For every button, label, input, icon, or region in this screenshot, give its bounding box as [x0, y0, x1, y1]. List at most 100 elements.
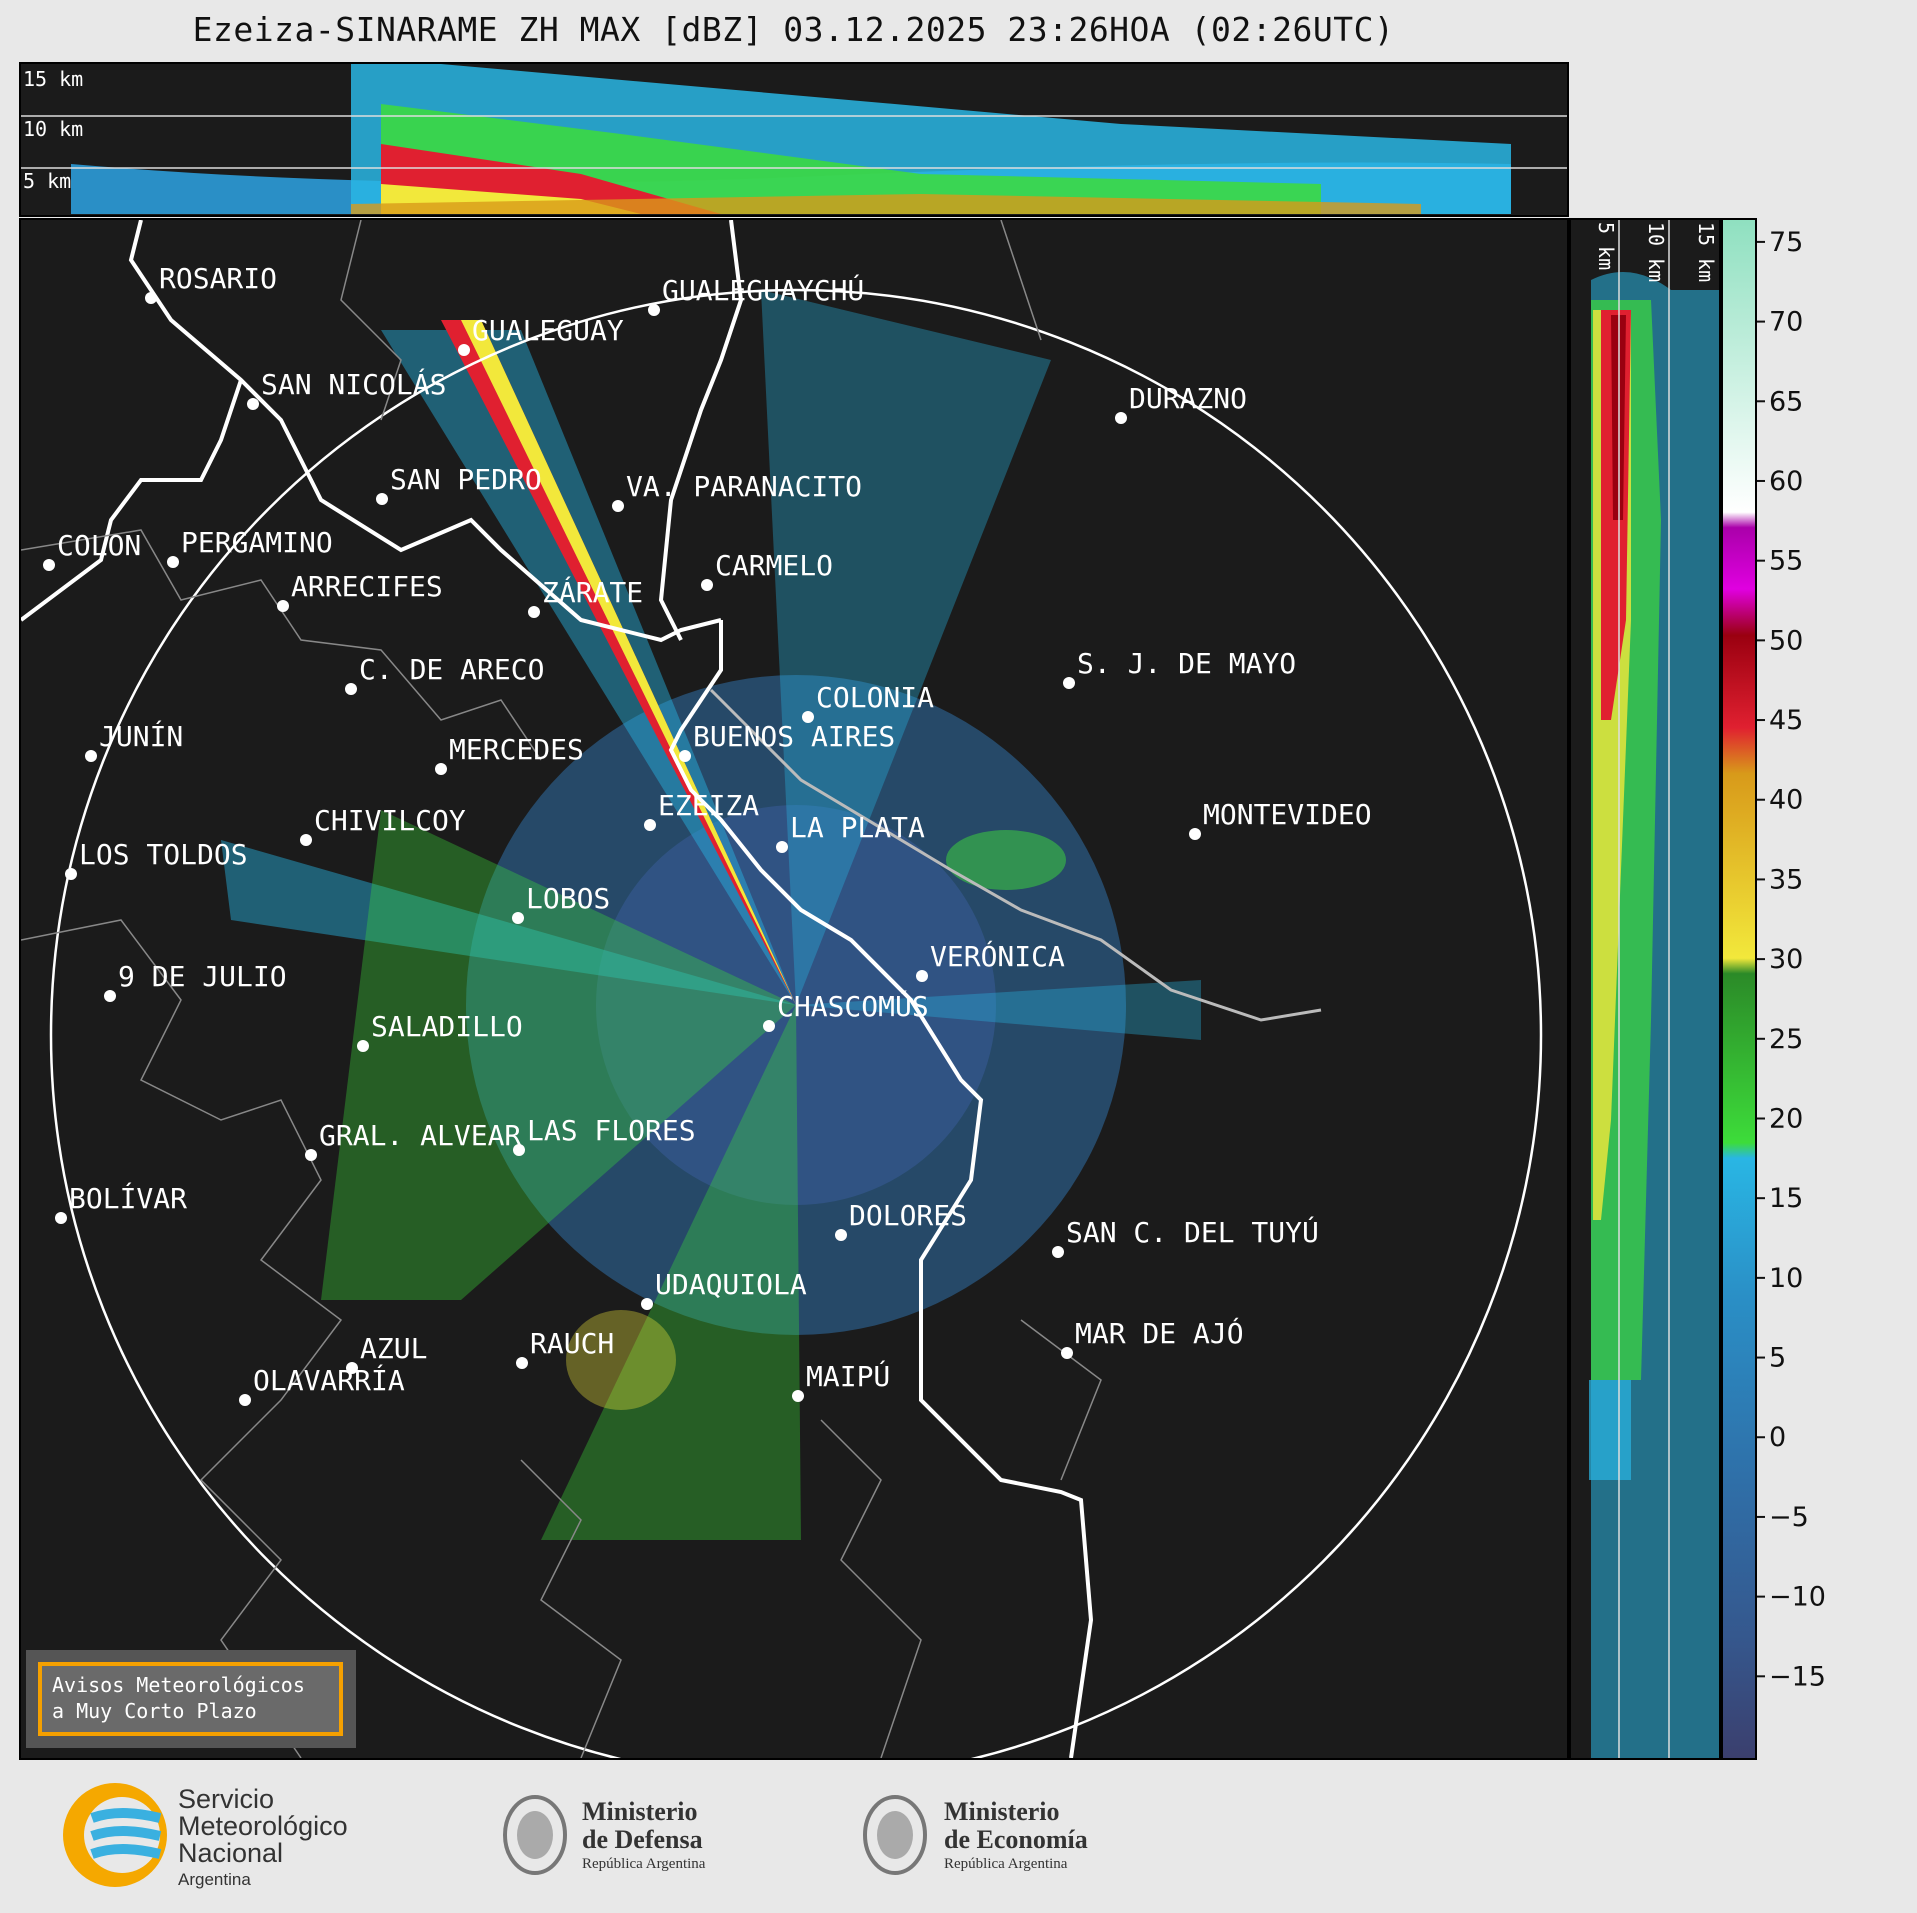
city-junin: JUNÍN [85, 719, 183, 762]
defensa-line-3: República Argentina [582, 1856, 706, 1872]
side-height-profile: 5 km 10 km 15 km [1569, 218, 1721, 1760]
radar-map[interactable]: ROSARIO GUALEGUAYCHÚ GUALEGUAY SAN NICOL… [19, 218, 1569, 1760]
colorbar-tick-label: 20 [1769, 1103, 1803, 1134]
coastline [21, 220, 1094, 1758]
city-sj-de-mayo: S. J. DE MAYO [1063, 647, 1296, 689]
city-pergamino: PERGAMINO [167, 526, 333, 568]
svg-text:PERGAMINO: PERGAMINO [181, 526, 333, 559]
colorbar-tick-label: 75 [1769, 227, 1803, 258]
colorbar-gradient [1723, 220, 1755, 1758]
colorbar-tick-label: −5 [1769, 1502, 1809, 1533]
city-mar-de-ajo: MAR DE AJÓ [1061, 1316, 1244, 1359]
svg-text:MONTEVIDEO: MONTEVIDEO [1203, 798, 1372, 831]
city-san-c-del-tuyu: SAN C. DEL TUYÚ [1052, 1215, 1319, 1258]
city-rosario: ROSARIO [145, 262, 277, 304]
colorbar-tick-label: 0 [1769, 1422, 1786, 1453]
colorbar-tick-label: 30 [1769, 944, 1803, 975]
svg-text:EZEIZA: EZEIZA [658, 789, 759, 822]
defensa-logo: Ministerio de Defensa República Argentin… [503, 1795, 706, 1875]
city-durazno: DURAZNO [1115, 382, 1247, 424]
height-label-10km: 10 km [23, 117, 83, 141]
svg-text:GRAL. ALVEAR: GRAL. ALVEAR [319, 1119, 521, 1152]
city-gualeguay: GUALEGUAY [458, 314, 624, 356]
svg-text:ARRECIFES: ARRECIFES [291, 570, 443, 603]
city-gualeguaychu: GUALEGUAYCHÚ [648, 273, 864, 316]
svg-text:MAR DE AJÓ: MAR DE AJÓ [1075, 1316, 1244, 1350]
smn-line-3: Nacional [178, 1838, 283, 1868]
city-olavarria: OLAVARRÍA [239, 1363, 405, 1406]
city-mercedes: MERCEDES [435, 733, 584, 775]
city-san-nicolas: SAN NICOLÁS [247, 367, 446, 410]
warning-box[interactable]: Avisos Meteorológicos a Muy Corto Plazo [38, 1662, 343, 1736]
defensa-line-2: de Defensa [582, 1825, 703, 1854]
svg-text:LA PLATA: LA PLATA [790, 811, 925, 844]
colorbar-tick-label: 5 [1769, 1343, 1786, 1374]
colorbar [1721, 218, 1757, 1760]
range-ring [49, 288, 1543, 1758]
city-chivilcoy: CHIVILCOY [300, 804, 466, 846]
city-dolores: DOLORES [835, 1199, 967, 1241]
smn-line-4: Argentina [178, 1870, 251, 1889]
city-colonia: COLONIA [802, 681, 934, 723]
svg-text:MAIPÚ: MAIPÚ [806, 1359, 890, 1393]
city-udaquiola: UDAQUIOLA [641, 1268, 807, 1310]
svg-text:CARMELO: CARMELO [715, 549, 833, 582]
colorbar-tick-label: −15 [1769, 1661, 1826, 1692]
city-la-plata: LA PLATA [776, 811, 925, 853]
svg-text:ROSARIO: ROSARIO [159, 262, 277, 295]
city-ezeiza: EZEIZA [644, 789, 759, 831]
svg-text:BUENOS AIRES: BUENOS AIRES [693, 720, 895, 753]
city-las-flores: LAS FLORES [513, 1114, 696, 1156]
svg-text:LOBOS: LOBOS [526, 882, 610, 915]
top-profile-echo [71, 64, 1511, 214]
city-va-paranacito: VA. PARANACITO [612, 470, 862, 512]
city-los-toldos: LOS TOLDOS [65, 838, 248, 880]
city-chascomus: CHASCOMÚS [763, 989, 929, 1032]
footer: Servicio Meteorológico Nacional Argentin… [0, 1760, 1917, 1909]
height-label-15km: 15 km [23, 67, 83, 91]
colorbar-tick-label: 40 [1769, 785, 1803, 816]
city-carmelo: CARMELO [701, 549, 833, 591]
colorbar-tick-label: 25 [1769, 1024, 1803, 1055]
svg-text:GUALEGUAYCHÚ: GUALEGUAYCHÚ [662, 273, 864, 307]
boundaries [21, 220, 1102, 1758]
svg-text:DURAZNO: DURAZNO [1129, 382, 1247, 415]
svg-text:VA. PARANACITO: VA. PARANACITO [626, 470, 862, 503]
side-height-label-15km: 15 km [1694, 222, 1718, 282]
colorbar-tick-label: 70 [1769, 307, 1803, 338]
svg-text:UDAQUIOLA: UDAQUIOLA [655, 1268, 807, 1301]
svg-text:COLONIA: COLONIA [816, 681, 934, 714]
colorbar-tick-label: 60 [1769, 466, 1803, 497]
svg-text:LOS TOLDOS: LOS TOLDOS [79, 838, 248, 871]
svg-text:RAUCH: RAUCH [530, 1327, 614, 1360]
svg-text:S. J. DE MAYO: S. J. DE MAYO [1077, 647, 1296, 680]
city-bolivar: BOLÍVAR [55, 1181, 187, 1224]
colorbar-tick-label: 55 [1769, 546, 1803, 577]
top-height-profile: 15 km 10 km 5 km [19, 62, 1569, 217]
svg-text:ZÁRATE: ZÁRATE [542, 575, 643, 609]
city-gral-alvear: GRAL. ALVEAR [305, 1119, 521, 1161]
city-9-de-julio: 9 DE JULIO [104, 960, 287, 1002]
svg-text:JUNÍN: JUNÍN [99, 719, 183, 753]
city-rauch: RAUCH [516, 1327, 614, 1369]
city-maipu: MAIPÚ [792, 1359, 890, 1402]
svg-text:CHIVILCOY: CHIVILCOY [314, 804, 466, 837]
colorbar-tick-label: 15 [1769, 1183, 1803, 1214]
colorbar-tick-label: 35 [1769, 864, 1803, 895]
svg-text:DOLORES: DOLORES [849, 1199, 967, 1232]
city-veronica: VERÓNICA [916, 939, 1065, 982]
economia-line-3: República Argentina [944, 1856, 1068, 1872]
svg-text:GUALEGUAY: GUALEGUAY [472, 314, 624, 347]
svg-text:SAN PEDRO: SAN PEDRO [390, 463, 542, 496]
svg-text:SAN NICOLÁS: SAN NICOLÁS [261, 367, 446, 401]
side-height-label-10km: 10 km [1644, 222, 1668, 282]
warning-line-1: Avisos Meteorológicos [52, 1673, 305, 1697]
colorbar-tick-label: 45 [1769, 705, 1803, 736]
city-lobos: LOBOS [512, 882, 610, 924]
city-labels: ROSARIO GUALEGUAYCHÚ GUALEGUAY SAN NICOL… [43, 262, 1372, 1406]
city-san-pedro: SAN PEDRO [376, 463, 542, 505]
defensa-line-1: Ministerio [582, 1797, 698, 1826]
side-profile-echo [1589, 272, 1719, 1758]
smn-line-1: Servicio [178, 1784, 274, 1814]
city-arrecifes: ARRECIFES [277, 570, 443, 612]
